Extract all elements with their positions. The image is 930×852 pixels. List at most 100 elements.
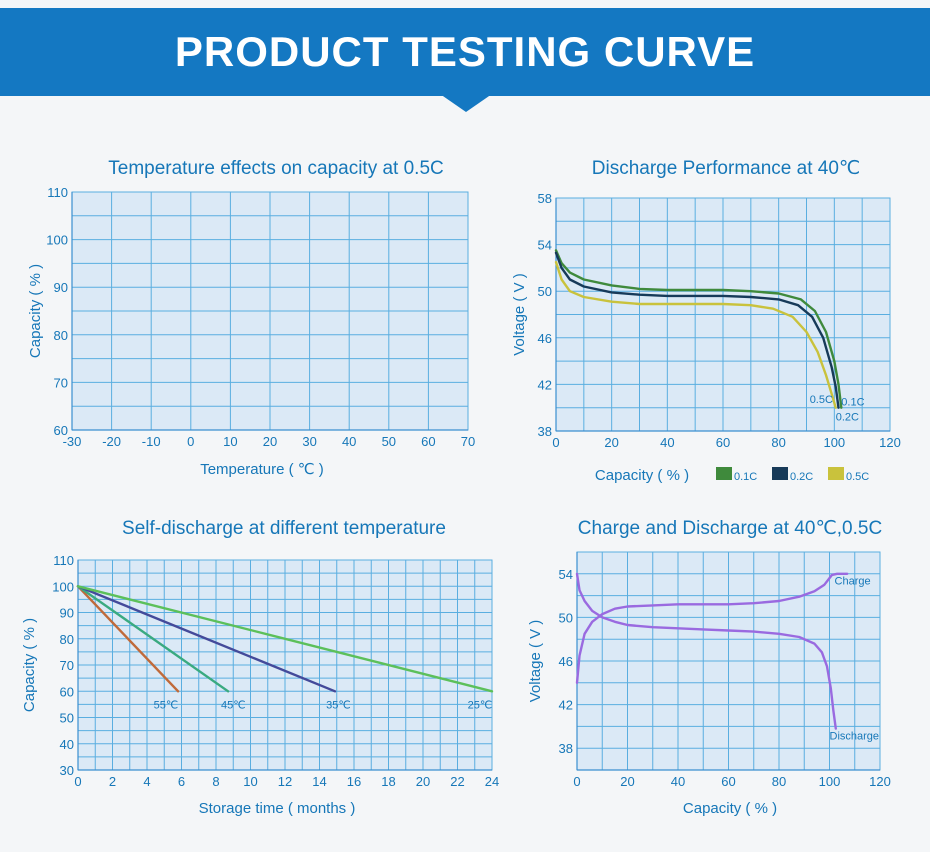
x-tick-label: -10 [142,434,161,449]
x-tick-label: 20 [416,774,430,789]
legend-swatch [716,467,732,480]
series-line-1 [575,572,837,730]
series-line-0 [76,585,180,693]
series-line-0 [575,572,849,685]
y-tick-label: 80 [54,328,68,343]
x-tick-label: 120 [879,435,901,450]
y-tick-label: 70 [60,658,74,673]
x-tick-label: 12 [278,774,292,789]
x-tick-label: 60 [716,435,730,450]
y-axis-label: Voltage ( V ) [511,273,528,356]
x-tick-label: 0 [552,435,559,450]
annotation-label: Charge [835,576,871,588]
annotation-label: 45℃ [221,699,246,711]
y-tick-label: 110 [53,553,74,568]
series-line-2 [76,585,337,693]
series-line-1 [76,585,230,693]
x-tick-label: 20 [263,434,277,449]
page-title: PRODUCT TESTING CURVE [174,28,756,75]
chart-title: Charge and Discharge at 40℃,0.5C [578,518,882,539]
y-tick-label: 42 [538,377,552,392]
y-tick-label: 30 [60,763,74,778]
x-tick-label: 100 [819,774,841,789]
x-tick-label: 50 [382,434,396,449]
chart-temperature-capacity: Temperature effects on capacity at 0.5C -… [27,158,475,478]
x-tick-label: 24 [485,774,499,789]
x-tick-label: 0 [573,774,580,789]
header-notch [440,94,492,112]
y-tick-label: 58 [538,191,552,206]
x-tick-label: 22 [450,774,464,789]
x-axis-label: Capacity ( % ) [595,467,689,484]
y-tick-label: 50 [60,711,74,726]
grid [577,552,880,770]
x-tick-label: 0 [187,434,194,449]
series-line-3 [76,585,494,693]
annotation-label: 0.2C [836,412,859,424]
series-line-2 [554,260,837,409]
chart-charge-discharge: Charge and Discharge at 40℃,0.5C 0 20 40 60 8… [527,518,891,817]
x-tick-label: 4 [143,774,150,789]
y-tick-label: 60 [54,423,68,438]
annotation-label: 0.5C [810,394,833,406]
x-tick-label: 18 [381,774,395,789]
y-tick-label: 38 [559,741,573,756]
legend-label: 0.5C [846,471,869,483]
x-tick-label: 20 [604,435,618,450]
annotation-label: 25℃ [468,699,493,711]
y-tick-label: 42 [559,698,573,713]
x-tick-label: 80 [771,435,785,450]
header-banner [0,8,930,96]
y-axis-label: Voltage ( V ) [527,620,544,703]
y-tick-label: 54 [559,567,573,582]
y-tick-label: 40 [60,737,74,752]
x-tick-label: 60 [721,774,735,789]
y-axis-label: Capacity ( % ) [27,264,44,358]
x-tick-label: 6 [178,774,185,789]
grid [78,560,492,770]
y-tick-label: 70 [54,375,68,390]
y-tick-label: 90 [60,606,74,621]
y-tick-label: 46 [559,654,573,669]
x-axis-label: Temperature ( ℃ ) [200,461,324,478]
y-tick-label: 50 [559,610,573,625]
annotation-label: 35℃ [326,699,351,711]
x-tick-label: -20 [102,434,121,449]
x-tick-label: 40 [671,774,685,789]
y-tick-label: 54 [538,238,552,253]
y-tick-label: 100 [46,233,68,248]
x-tick-label: 40 [660,435,674,450]
x-tick-label: 16 [347,774,361,789]
chart-self-discharge: Self-discharge at different temperature 0… [21,518,499,817]
y-tick-label: 110 [47,185,68,200]
legend-label: 0.1C [734,471,757,483]
x-tick-label: 0 [74,774,81,789]
x-tick-label: 60 [421,434,435,449]
x-tick-label: 40 [342,434,356,449]
x-tick-label: 10 [223,434,237,449]
x-tick-label: 30 [302,434,316,449]
chart-title: Self-discharge at different temperature [122,518,446,539]
annotation-label: 55℃ [154,699,179,711]
legend-label: 0.2C [790,471,813,483]
legend-swatch [772,467,788,480]
y-tick-label: 60 [60,684,74,699]
grid [72,192,468,430]
y-tick-label: 100 [52,579,74,594]
y-tick-label: 46 [538,331,552,346]
series-line-1 [554,251,840,409]
x-tick-label: 20 [620,774,634,789]
x-tick-label: 70 [461,434,475,449]
x-axis-label: Storage time ( months ) [199,800,356,817]
x-tick-label: 80 [772,774,786,789]
y-tick-label: 90 [54,280,68,295]
chart-title: Discharge Performance at 40℃ [592,158,860,179]
y-axis-label: Capacity ( % ) [21,618,38,712]
chart-title: Temperature effects on capacity at 0.5C [108,158,444,179]
chart-discharge-performance: Discharge Performance at 40℃ 0 20 40 60 80 100… [511,158,901,484]
annotation-label: 0.1C [841,396,864,408]
y-tick-label: 38 [538,424,552,439]
x-tick-label: 120 [869,774,891,789]
y-tick-label: 80 [60,632,74,647]
annotation-label: Discharge [830,730,880,742]
